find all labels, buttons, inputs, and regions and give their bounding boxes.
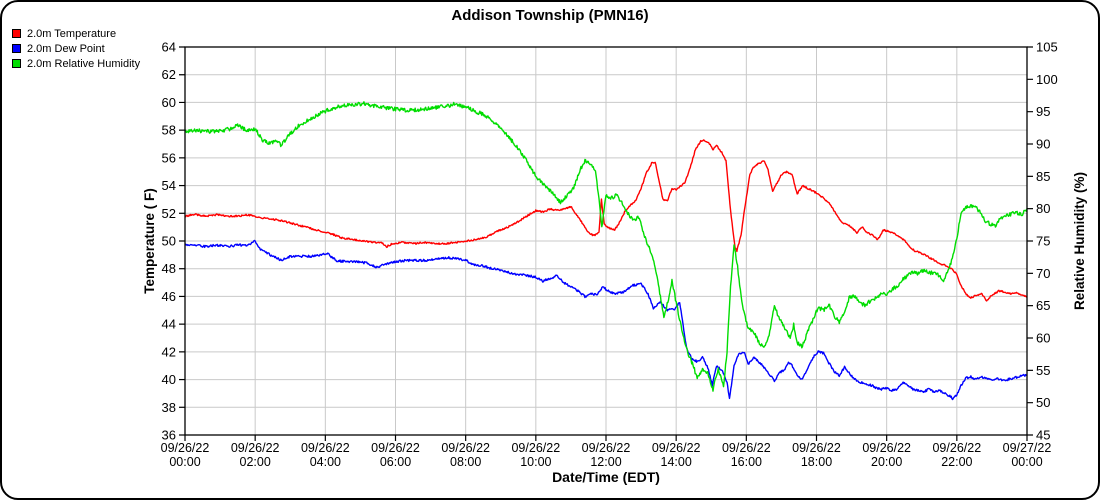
left-tick-label: 64 [162,40,176,55]
right-tick-label: 50 [1036,395,1050,410]
x-tick-date: 09/26/22 [371,441,420,455]
left-tick-label: 56 [162,150,176,165]
left-tick-label: 50 [162,234,176,249]
series-line-2-0m-dew-point [185,239,1027,401]
legend-swatch-icon [12,59,21,68]
left-tick-label: 38 [162,400,176,415]
x-tick-time: 22:00 [941,455,972,469]
right-tick-label: 45 [1036,428,1050,443]
legend-swatch-icon [12,44,21,53]
x-tick-date: 09/26/22 [722,441,771,455]
x-tick-time: 00:00 [169,455,200,469]
x-tick-time: 20:00 [871,455,902,469]
legend-item: 2.0m Dew Point [12,42,140,55]
left-tick-label: 44 [162,317,176,332]
left-tick-label: 60 [162,95,176,110]
right-tick-label: 60 [1036,331,1050,346]
x-tick-date: 09/26/22 [231,441,280,455]
series-line-2-0m-temperature [185,139,1027,302]
x-tick-time: 06:00 [380,455,411,469]
legend-label: 2.0m Dew Point [27,42,105,55]
x-tick-date: 09/26/22 [441,441,490,455]
right-tick-label: 100 [1036,72,1058,87]
right-tick-label: 105 [1036,40,1058,55]
x-tick-date: 09/26/22 [862,441,911,455]
x-tick-date: 09/26/22 [652,441,701,455]
y-axis-title-left: Temperature ( F) [142,188,157,294]
left-tick-label: 42 [162,344,176,359]
x-tick-time: 10:00 [520,455,551,469]
right-tick-label: 90 [1036,137,1050,152]
x-tick-date: 09/26/22 [161,441,210,455]
right-tick-label: 95 [1036,104,1050,119]
y-axis-title-right: Relative Humidity (%) [1072,172,1087,310]
x-tick-date: 09/26/22 [511,441,560,455]
right-tick-label: 85 [1036,169,1050,184]
x-tick-date: 09/26/22 [932,441,981,455]
legend-item: 2.0m Relative Humidity [12,57,141,70]
x-tick-time: 08:00 [450,455,481,469]
x-tick-date: 09/26/22 [301,441,350,455]
right-tick-label: 65 [1036,298,1050,313]
right-tick-label: 55 [1036,363,1050,378]
left-tick-label: 58 [162,123,176,138]
left-tick-label: 46 [162,289,176,304]
x-tick-time: 18:00 [801,455,832,469]
x-tick-date: 09/26/22 [792,441,841,455]
series-line-2-0m-relative-humidity [185,101,1027,392]
left-tick-label: 54 [162,178,176,193]
left-tick-label: 48 [162,261,176,276]
right-tick-label: 70 [1036,266,1050,281]
x-tick-time: 12:00 [590,455,621,469]
legend-label: 2.0m Temperature [27,27,117,40]
x-tick-time: 04:00 [310,455,341,469]
x-tick-time: 02:00 [240,455,271,469]
left-tick-label: 36 [162,428,176,443]
x-axis-title: Date/Time (EDT) [552,469,660,485]
legend-swatch-icon [12,29,21,38]
x-tick-date: 09/26/22 [582,441,631,455]
x-tick-time: 14:00 [661,455,692,469]
legend: 2.0m Temperature 2.0m Dew Point 2.0m Relat… [12,27,141,70]
right-tick-label: 75 [1036,234,1050,249]
left-tick-label: 40 [162,372,176,387]
x-tick-time: 00:00 [1011,455,1042,469]
right-tick-label: 80 [1036,201,1050,216]
x-tick-time: 16:00 [731,455,762,469]
left-tick-label: 62 [162,67,176,82]
legend-item: 2.0m Temperature [12,27,140,40]
x-tick-date: 09/27/22 [1003,441,1052,455]
legend-label: 2.0m Relative Humidity [27,57,141,70]
left-tick-label: 52 [162,206,176,221]
